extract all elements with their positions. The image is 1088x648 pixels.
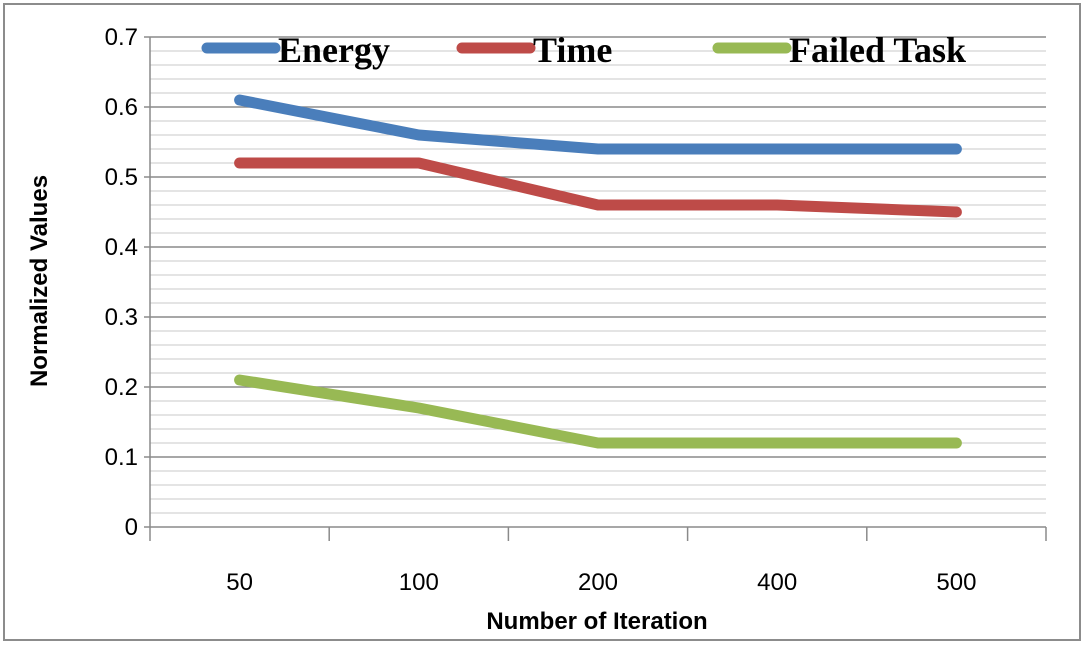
data-point <box>418 134 420 136</box>
x-tick-labels: 50 100 200 400 500 <box>226 569 976 596</box>
data-point <box>776 204 778 206</box>
legend-label: Energy <box>278 30 390 70</box>
y-tick-label: 0.2 <box>105 374 138 401</box>
data-point <box>955 211 957 213</box>
x-tick-label: 100 <box>399 569 439 596</box>
axes <box>144 36 1047 541</box>
chart-frame <box>3 3 1081 641</box>
legend: Energy Time Failed Task <box>201 30 966 70</box>
y-tick-label: 0.5 <box>105 164 138 191</box>
y-tick-label: 0.4 <box>105 234 138 261</box>
data-point <box>239 379 241 381</box>
y-tick-label: 0.7 <box>105 24 138 51</box>
major-gridlines <box>150 36 1046 458</box>
y-axis-title: Normalized Values <box>26 175 53 387</box>
y-tick-labels: 0 0.1 0.2 0.3 0.4 0.5 0.6 0.7 <box>105 24 138 541</box>
data-point <box>597 204 599 206</box>
data-point <box>418 407 420 409</box>
y-tick-label: 0.1 <box>105 444 138 471</box>
x-tick-label: 400 <box>757 569 797 596</box>
x-axis-title: Number of Iteration <box>486 608 707 635</box>
y-tick-label: 0.6 <box>105 94 138 121</box>
x-tick-label: 50 <box>226 569 253 596</box>
data-point <box>955 148 957 150</box>
legend-label: Failed Task <box>789 30 966 70</box>
data-point <box>776 442 778 444</box>
data-point <box>597 148 599 150</box>
x-tick-label: 500 <box>936 569 976 596</box>
data-point <box>597 442 599 444</box>
data-point <box>239 99 241 101</box>
legend-item-energy: Energy <box>201 30 390 70</box>
y-tick-label: 0.3 <box>105 304 138 331</box>
legend-item-time: Time <box>456 30 612 70</box>
data-point <box>955 442 957 444</box>
data-point <box>418 162 420 164</box>
data-point <box>239 162 241 164</box>
x-tick-label: 200 <box>578 569 618 596</box>
series-lines <box>234 94 962 449</box>
series-line-failed-task <box>234 374 962 449</box>
legend-label: Time <box>533 30 612 70</box>
data-point <box>776 148 778 150</box>
y-tick-label: 0 <box>125 514 138 541</box>
legend-item-failed-task: Failed Task <box>712 30 966 70</box>
